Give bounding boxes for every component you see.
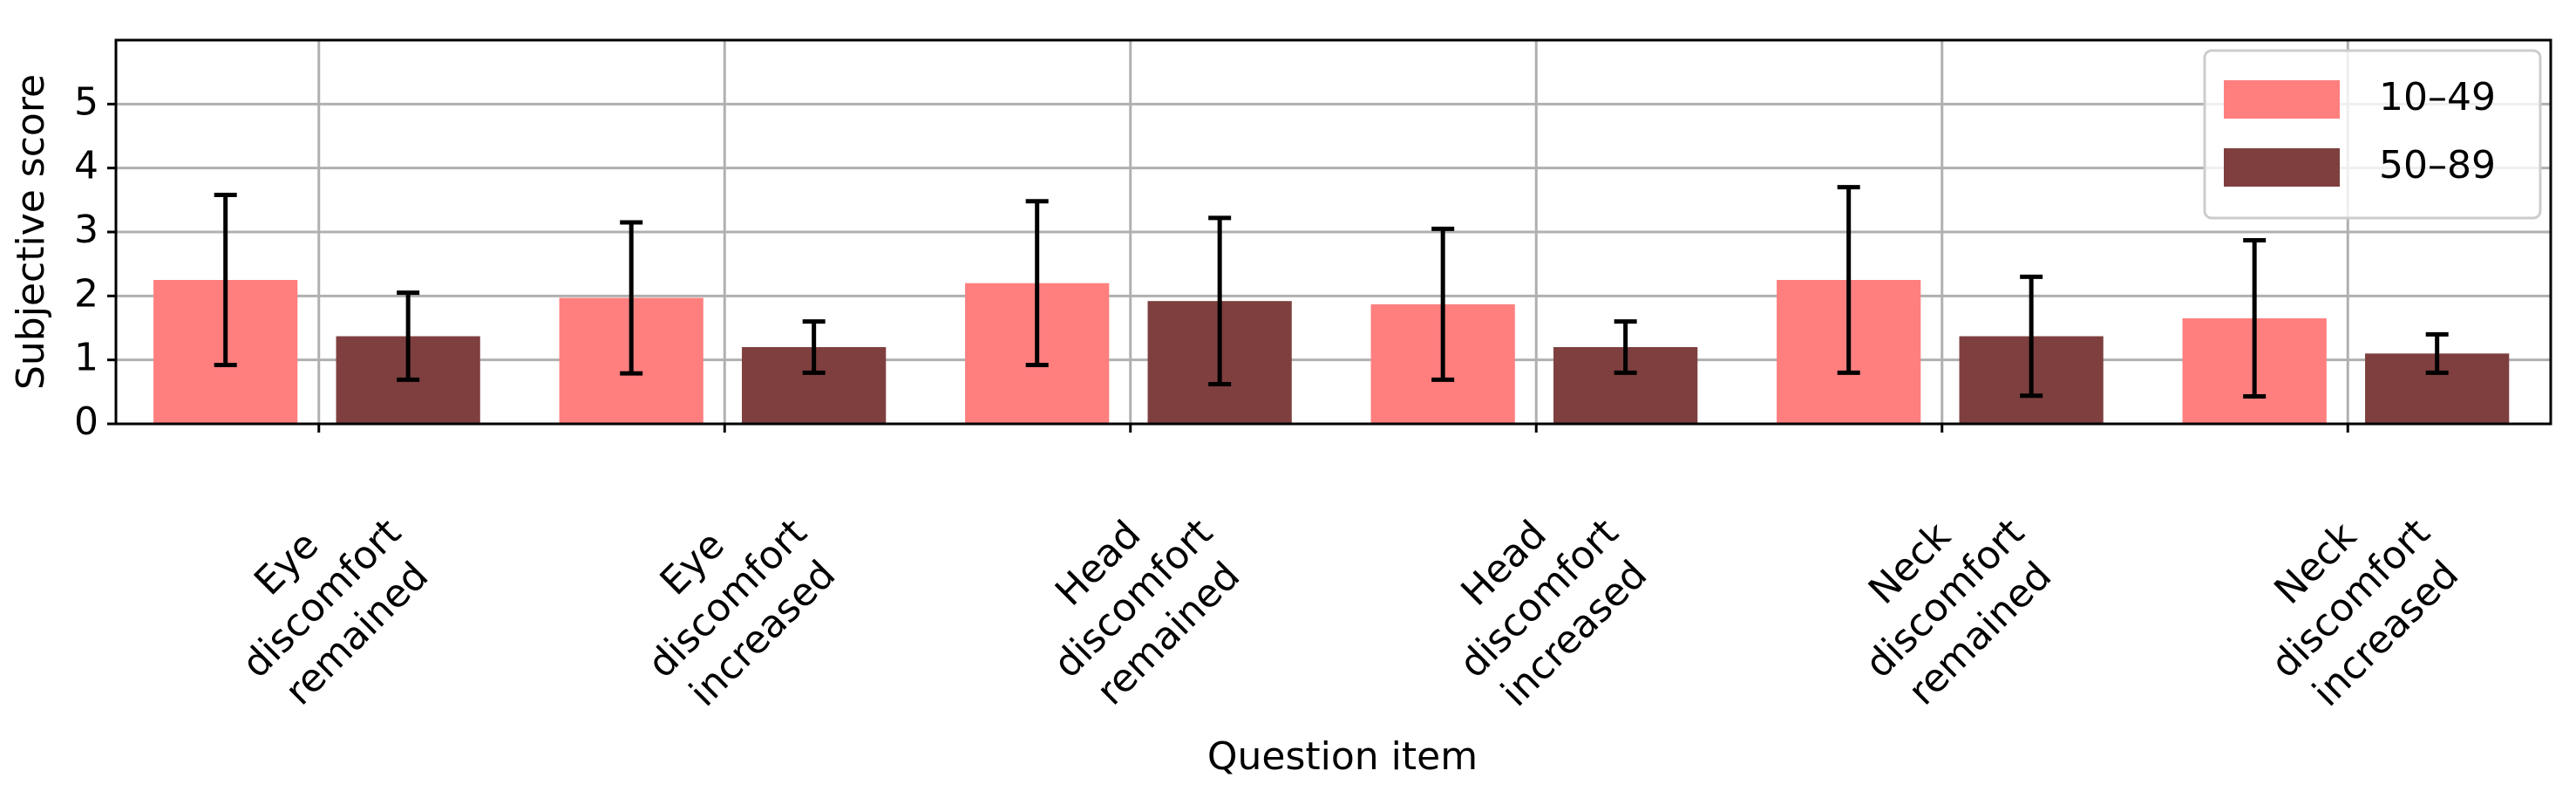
error-bar xyxy=(1837,185,1860,375)
error-bar xyxy=(802,319,826,375)
error-bar xyxy=(2020,274,2043,399)
y-tick-label: 0 xyxy=(74,399,99,444)
y-tick-label: 1 xyxy=(74,336,99,380)
error-bar xyxy=(1614,319,1637,375)
error-bar xyxy=(2425,331,2449,375)
error-bar xyxy=(1431,226,1455,382)
y-axis-label: Subjective score xyxy=(9,74,53,390)
error-bar xyxy=(214,192,237,368)
y-tick-label: 5 xyxy=(74,79,99,124)
error-bar xyxy=(397,290,420,382)
error-bar xyxy=(1208,215,1232,387)
error-bar xyxy=(2243,238,2267,399)
legend-swatch xyxy=(2224,80,2340,119)
y-tick-label: 2 xyxy=(74,271,99,316)
legend-label: 50–89 xyxy=(2379,143,2496,188)
legend-label: 10–49 xyxy=(2379,75,2496,119)
x-axis-label: Question item xyxy=(1207,734,1478,779)
error-bar xyxy=(1025,199,1049,368)
error-bar xyxy=(620,220,643,376)
legend-swatch xyxy=(2224,148,2340,187)
plot-frame xyxy=(114,38,2552,426)
y-tick-label: 3 xyxy=(74,208,99,252)
y-tick-label: 4 xyxy=(74,144,99,188)
